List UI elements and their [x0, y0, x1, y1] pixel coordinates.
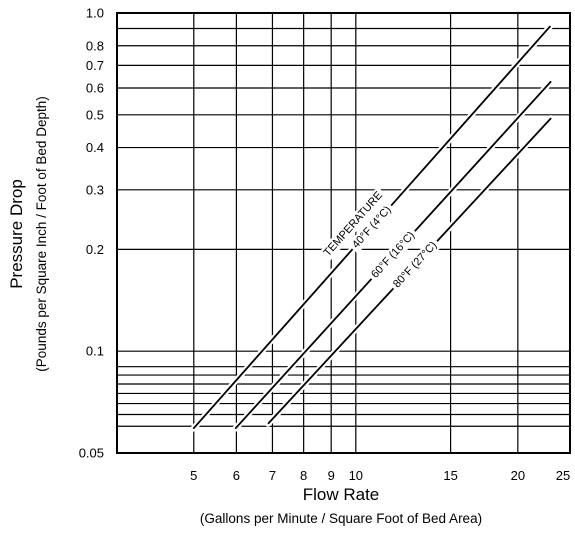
y-tick-label: 1.0	[86, 6, 104, 21]
y-axis-subtitle: (Pounds per Square Inch / Foot of Bed De…	[34, 96, 49, 371]
y-tick-label: 0.1	[86, 344, 104, 359]
y-tick-label: 0.5	[86, 107, 104, 122]
x-tick-label: 5	[190, 468, 197, 483]
series-label-1-background	[347, 200, 397, 254]
y-tick-labels: 0.05 0.1 0.2 0.3 0.4 0.5 0.6 0.7 0.8 1.0	[79, 6, 104, 461]
x-tick-label: 8	[300, 468, 307, 483]
x-tick-label: 6	[233, 468, 240, 483]
x-tick-label: 15	[443, 468, 457, 483]
x-tick-label: 7	[269, 468, 276, 483]
x-tick-label: 25	[556, 468, 570, 483]
series-label-3-background	[388, 236, 443, 294]
y-tick-label: 0.3	[86, 182, 104, 197]
grid	[117, 13, 570, 453]
y-tick-label: 0.2	[86, 242, 104, 257]
y-tick-label: 0.6	[86, 81, 104, 96]
x-tick-label: 10	[349, 468, 363, 483]
x-axis-title: Flow Rate	[303, 485, 380, 504]
x-axis-subtitle: (Gallons per Minute / Square Foot of Bed…	[200, 511, 482, 526]
x-tick-label: 9	[328, 468, 335, 483]
series-label-2-background	[366, 226, 420, 284]
temperature-header-label-background	[318, 186, 388, 262]
y-tick-label: 0.7	[86, 58, 104, 73]
y-axis-title: Pressure Drop	[7, 179, 26, 289]
y-tick-label: 0.8	[86, 38, 104, 53]
y-tick-label: 0.05	[79, 446, 104, 461]
plot-area-frame	[116, 12, 571, 454]
x-tick-labels: 5 6 7 8 9 10 15 20 25	[190, 468, 570, 483]
y-tick-label: 0.4	[86, 140, 104, 155]
x-tick-label: 20	[511, 468, 525, 483]
